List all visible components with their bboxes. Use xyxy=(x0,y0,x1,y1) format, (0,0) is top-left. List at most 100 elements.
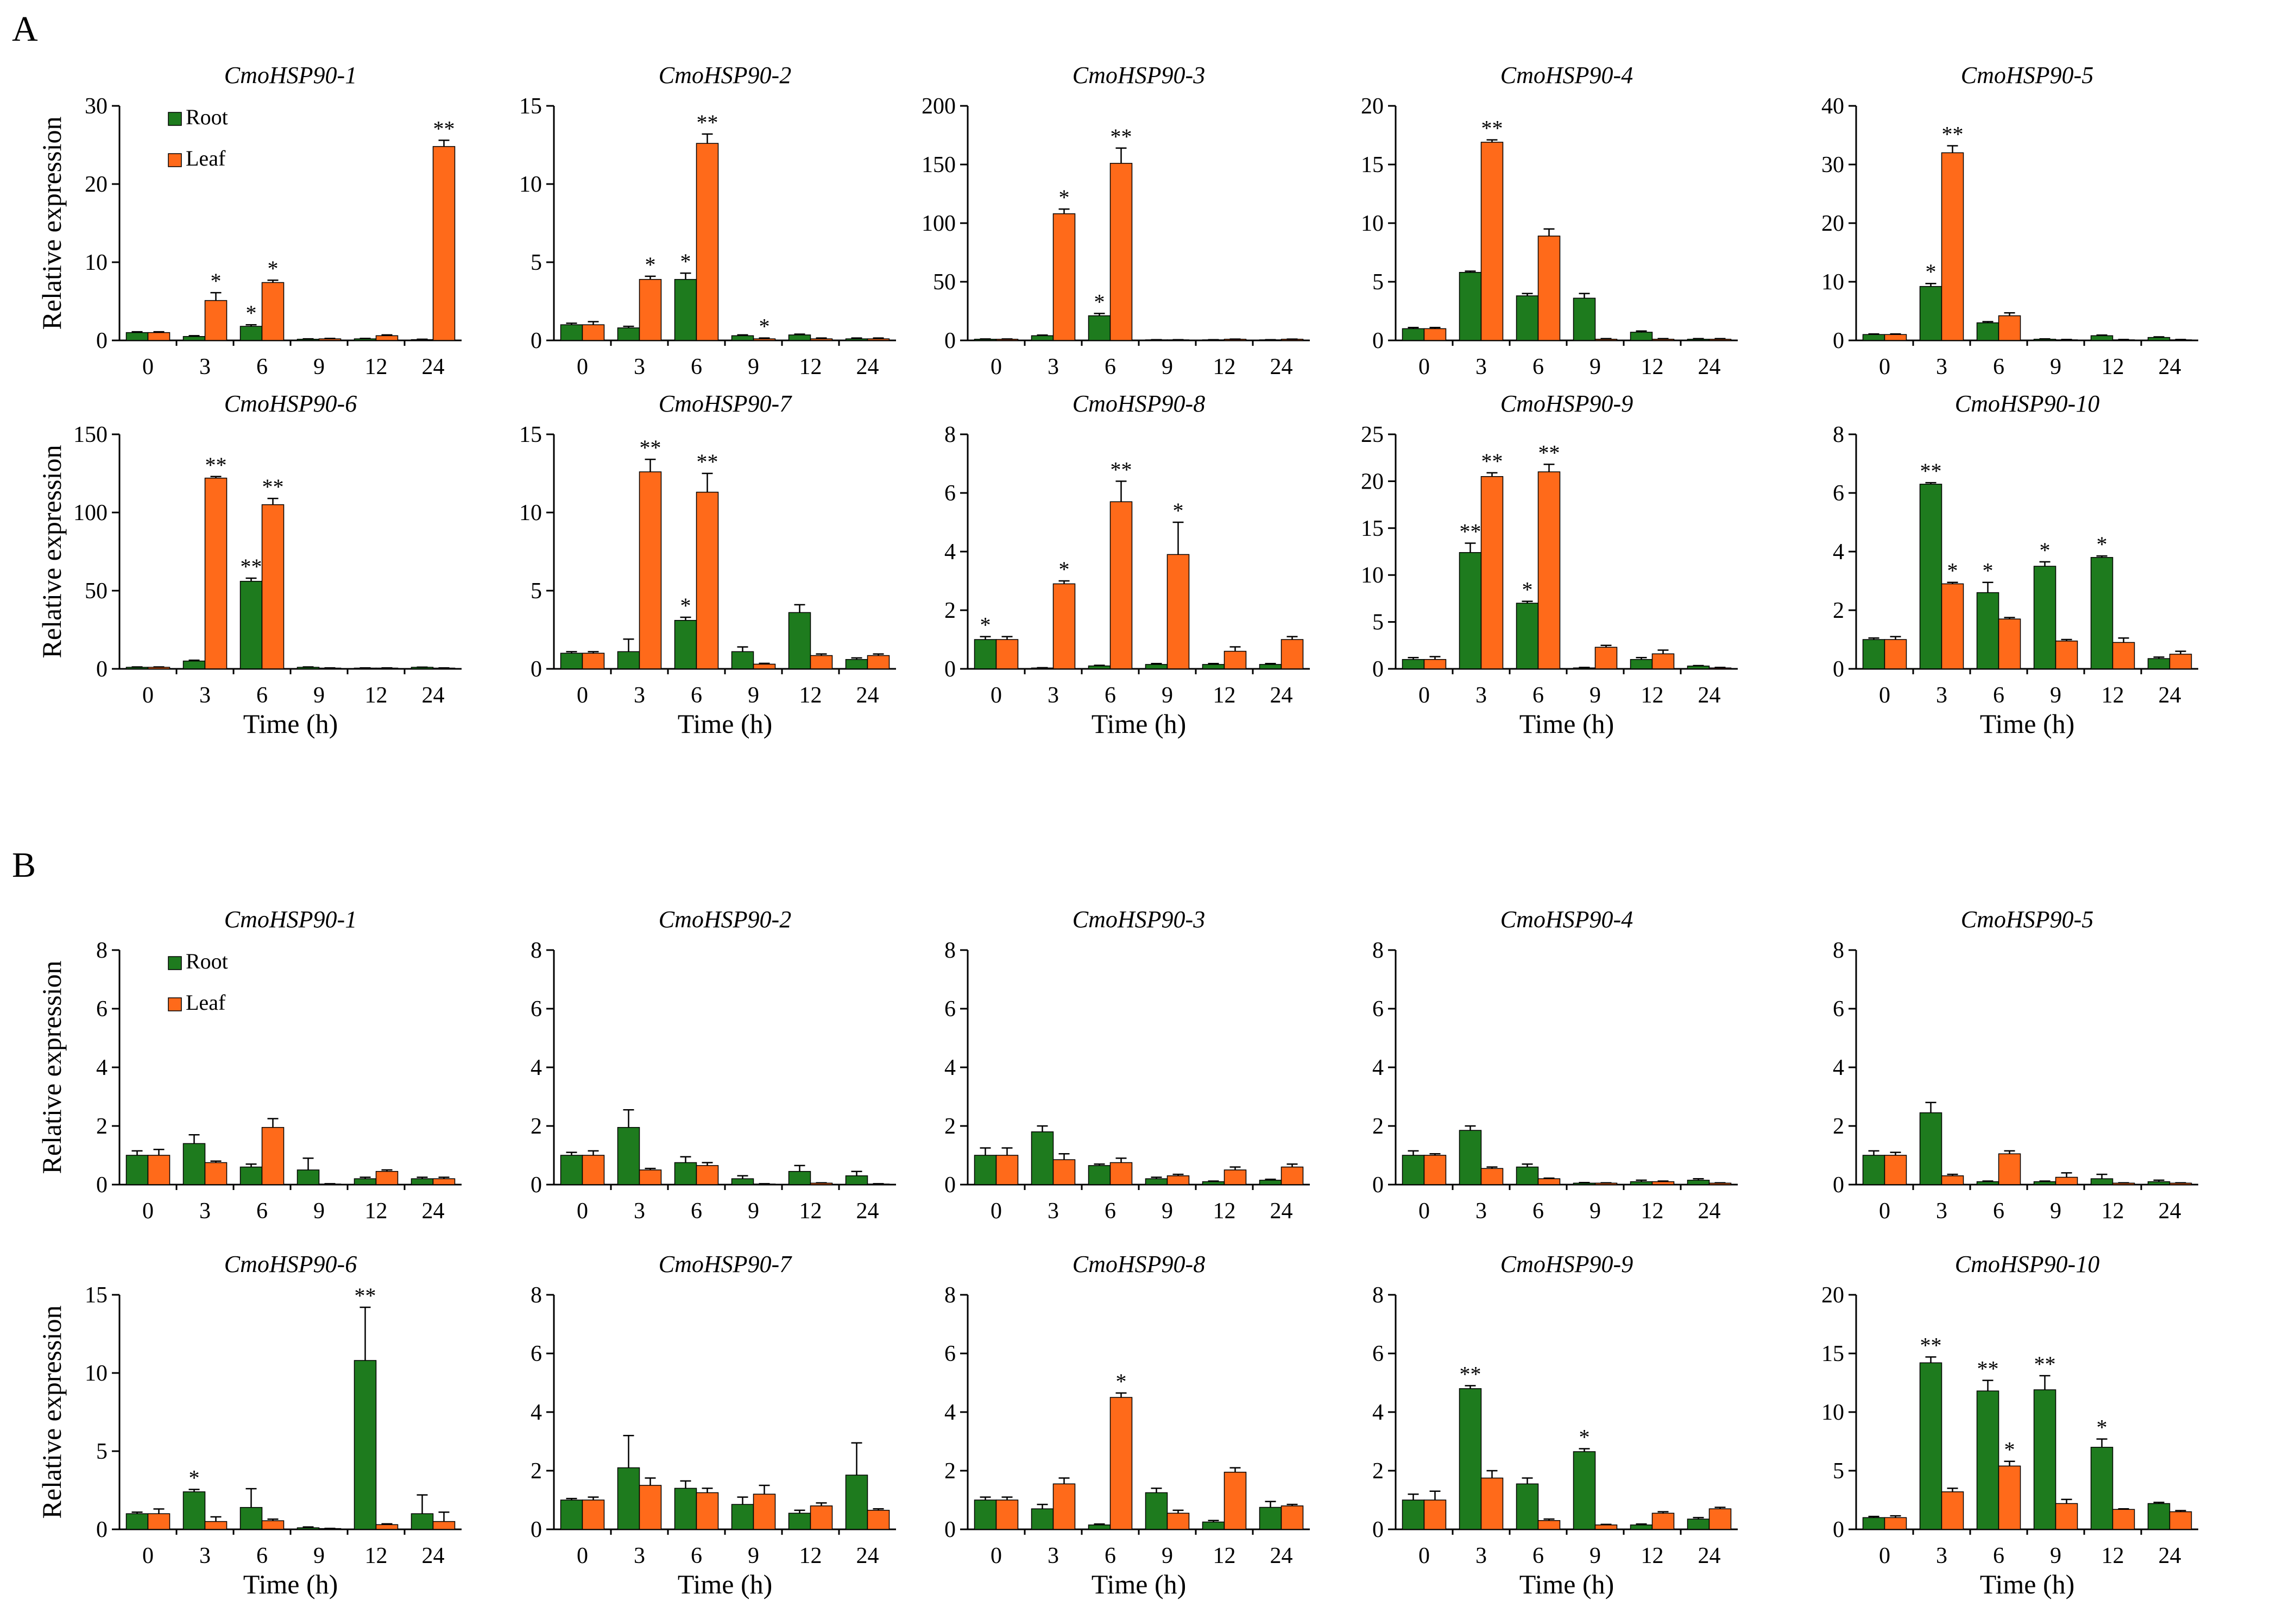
x-tick-label: 12 xyxy=(1213,355,1236,379)
bar-leaf xyxy=(1423,1155,1447,1185)
significance-mark: ** xyxy=(355,1283,376,1308)
bar-root xyxy=(125,1513,149,1530)
y-tick-label: 0 xyxy=(944,328,956,353)
significance-mark: ** xyxy=(1481,116,1503,141)
bar-leaf xyxy=(1480,1477,1504,1530)
bar-leaf xyxy=(753,1494,776,1530)
significance-mark: ** xyxy=(1111,124,1132,149)
x-tick-label: 3 xyxy=(1936,1543,1947,1568)
bar-leaf xyxy=(2112,1509,2135,1530)
x-tick-label: 6 xyxy=(256,355,268,379)
chart-title: CmoHSP90-3 xyxy=(1073,62,1205,88)
bar-root xyxy=(1862,639,1885,669)
bar-root xyxy=(788,1170,811,1185)
chart-title: CmoHSP90-5 xyxy=(1961,906,2093,933)
legend-swatch-root xyxy=(168,112,182,126)
x-axis-label: Time (h) xyxy=(243,1569,338,1599)
bar-root xyxy=(411,1178,434,1185)
bar-leaf xyxy=(1708,339,1732,341)
x-tick-label: 6 xyxy=(1532,683,1544,708)
x-tick-label: 6 xyxy=(1105,1199,1116,1224)
x-tick-label: 0 xyxy=(991,355,1002,379)
bar-leaf xyxy=(1998,1465,2021,1530)
x-tick-label: 12 xyxy=(2102,1199,2124,1224)
bar-root xyxy=(1402,328,1425,341)
y-tick-label: 100 xyxy=(73,501,108,526)
y-tick-label: 0 xyxy=(944,657,956,682)
bar-root xyxy=(1630,332,1653,341)
bar-leaf xyxy=(582,653,605,669)
bar-leaf xyxy=(261,282,285,341)
y-tick-label: 10 xyxy=(1361,563,1384,588)
significance-mark: * xyxy=(1116,1369,1127,1394)
chart-title: CmoHSP90-9 xyxy=(1500,390,1633,417)
bar-root xyxy=(1402,659,1425,669)
bar-leaf xyxy=(1594,1524,1618,1530)
x-tick-label: 12 xyxy=(2102,355,2124,379)
x-tick-label: 9 xyxy=(1589,355,1601,379)
bar-leaf xyxy=(639,1169,662,1185)
y-tick-label: 10 xyxy=(519,501,542,526)
bar-root xyxy=(1202,664,1225,669)
y-tick-label: 20 xyxy=(1821,1283,1844,1308)
bar-root xyxy=(1919,484,1942,669)
y-axis-label: Relative expression xyxy=(36,1306,67,1519)
x-tick-label: 24 xyxy=(422,1543,445,1568)
bar-root xyxy=(560,1155,583,1185)
x-axis-label: Time (h) xyxy=(678,708,773,739)
bar-root xyxy=(1976,592,1999,669)
bar-root xyxy=(1259,1180,1282,1185)
bar-leaf xyxy=(375,1170,399,1185)
y-tick-label: 4 xyxy=(1833,540,1844,565)
bar-leaf xyxy=(810,338,833,341)
y-tick-label: 4 xyxy=(96,1055,108,1080)
y-tick-label: 5 xyxy=(531,579,542,604)
y-tick-label: 2 xyxy=(1833,598,1844,623)
x-tick-label: 24 xyxy=(1698,1543,1721,1568)
x-tick-label: 6 xyxy=(1532,1543,1544,1568)
x-tick-label: 12 xyxy=(799,1199,822,1224)
x-tick-label: 0 xyxy=(1418,683,1430,708)
y-tick-label: 0 xyxy=(1372,1517,1384,1542)
bar-leaf xyxy=(261,1520,285,1530)
y-tick-label: 0 xyxy=(1372,657,1384,682)
x-tick-label: 24 xyxy=(2159,1543,2181,1568)
bar-leaf xyxy=(867,655,890,669)
bar-root xyxy=(674,1488,697,1530)
x-tick-label: 6 xyxy=(691,1543,702,1568)
bar-root xyxy=(617,1127,640,1185)
significance-mark: * xyxy=(680,249,691,274)
bar-root xyxy=(354,1360,377,1530)
y-tick-label: 200 xyxy=(922,94,956,119)
bar-leaf xyxy=(639,471,662,669)
y-tick-label: 50 xyxy=(933,270,956,295)
bar-root xyxy=(1516,1483,1539,1530)
bar-leaf xyxy=(1998,618,2021,669)
y-tick-label: 20 xyxy=(85,172,108,197)
bar-root xyxy=(2147,658,2171,669)
bar-root xyxy=(617,1467,640,1530)
y-tick-label: 5 xyxy=(1833,1459,1844,1484)
significance-mark: ** xyxy=(640,435,661,460)
y-tick-label: 15 xyxy=(85,1283,108,1308)
y-tick-label: 50 xyxy=(85,579,108,604)
y-tick-label: 150 xyxy=(73,422,108,447)
significance-mark: ** xyxy=(262,474,284,499)
y-axis-label: Relative expression xyxy=(36,445,67,659)
y-tick-label: 15 xyxy=(1361,516,1384,541)
y-tick-label: 4 xyxy=(1372,1400,1384,1425)
x-tick-label: 6 xyxy=(1532,355,1544,379)
x-tick-label: 3 xyxy=(1936,355,1947,379)
significance-mark: * xyxy=(1522,578,1533,602)
bar-leaf xyxy=(204,300,228,341)
significance-mark: ** xyxy=(433,116,455,141)
bar-leaf xyxy=(582,1155,605,1185)
significance-mark: ** xyxy=(1920,459,1942,483)
significance-mark: * xyxy=(1947,559,1958,583)
bar-root xyxy=(1630,659,1653,669)
